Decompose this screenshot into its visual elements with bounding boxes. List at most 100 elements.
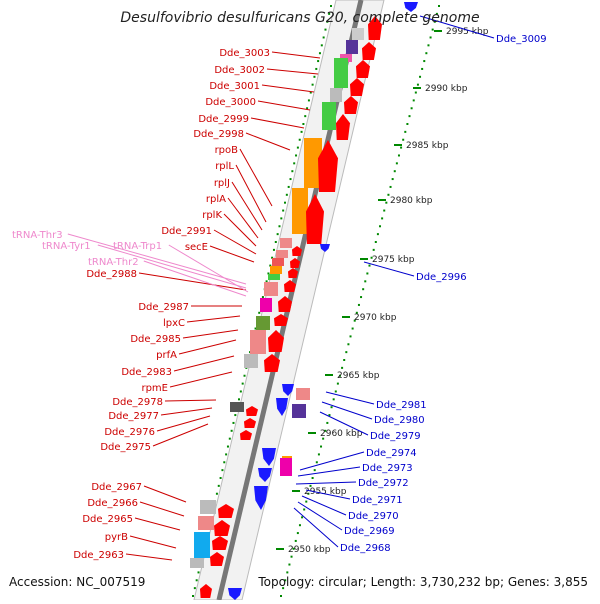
inner-dotted-ring bbox=[223, 461, 226, 464]
outer-dotted-ring bbox=[313, 469, 316, 472]
trna-gene-label: tRNA-Trp1 bbox=[113, 241, 162, 252]
outer-dotted-ring bbox=[435, 12, 438, 15]
inner-dotted-ring bbox=[300, 130, 303, 133]
inner-dotted-ring bbox=[215, 492, 218, 495]
ruler-label: 2965 kbp bbox=[337, 371, 380, 381]
forward-arrow bbox=[306, 194, 324, 244]
outer-dotted-ring bbox=[366, 272, 369, 275]
inner-dotted-ring bbox=[315, 67, 318, 70]
outer-dotted-ring bbox=[433, 20, 436, 23]
outer-dotted-ring bbox=[406, 123, 409, 125]
inner-dotted-ring bbox=[193, 587, 196, 590]
outer-dotted-ring bbox=[309, 484, 312, 487]
gene-box bbox=[260, 298, 272, 312]
trna-gene-leader bbox=[67, 233, 247, 285]
reverse-gene-leader bbox=[363, 261, 415, 277]
forward-gene-label: Dde_2983 bbox=[121, 367, 172, 378]
inner-dotted-ring bbox=[219, 477, 222, 479]
outer-dotted-ring bbox=[349, 335, 352, 338]
ruler-label: 2980 kbp bbox=[390, 196, 433, 206]
gene-box bbox=[272, 258, 284, 266]
outer-dotted-ring bbox=[338, 374, 341, 377]
forward-gene-label: Dde_2991 bbox=[161, 226, 212, 237]
inner-dotted-ring bbox=[278, 225, 281, 228]
forward-gene-leader bbox=[129, 535, 177, 549]
inner-dotted-ring bbox=[298, 138, 301, 141]
reverse-gene-leader bbox=[305, 489, 351, 500]
reverse-gene-label: Dde_2972 bbox=[358, 478, 409, 489]
inner-dotted-ring bbox=[234, 414, 237, 417]
forward-gene-label: Dde_2999 bbox=[198, 114, 249, 125]
outer-dotted-ring bbox=[320, 445, 323, 448]
ruler-label: 2985 kbp bbox=[406, 141, 449, 151]
outer-dotted-ring bbox=[322, 437, 325, 440]
inner-dotted-ring bbox=[269, 264, 272, 267]
trna-gene-label: tRNA-Thr3 bbox=[12, 230, 63, 241]
inner-dotted-ring bbox=[313, 75, 316, 78]
forward-gene-leader bbox=[134, 517, 181, 531]
forward-gene-leader bbox=[209, 245, 255, 263]
inner-dotted-ring bbox=[289, 178, 292, 181]
forward-gene-leader bbox=[257, 100, 311, 111]
reverse-gene-label: Dde_2973 bbox=[362, 463, 413, 474]
outer-dotted-ring bbox=[332, 398, 335, 401]
forward-gene-leader bbox=[239, 148, 273, 207]
inner-dotted-ring bbox=[311, 83, 314, 86]
forward-gene-label: Dde_2998 bbox=[193, 129, 244, 140]
outer-dotted-ring bbox=[290, 555, 293, 558]
forward-gene-leader bbox=[173, 355, 235, 372]
outer-dotted-ring bbox=[362, 288, 365, 291]
map-title: Desulfovibrio desulfuricans G20, complet… bbox=[120, 10, 480, 26]
forward-gene-leader bbox=[266, 68, 319, 75]
reverse-arrow bbox=[320, 244, 330, 252]
gene-box bbox=[352, 28, 364, 40]
gene-box bbox=[244, 354, 258, 368]
inner-dotted-ring bbox=[217, 484, 220, 487]
gene-box bbox=[276, 250, 288, 258]
outer-dotted-ring bbox=[381, 217, 384, 220]
outer-dotted-ring bbox=[397, 154, 400, 157]
outer-dotted-ring bbox=[341, 366, 344, 369]
outer-dotted-ring bbox=[284, 579, 287, 582]
inner-dotted-ring bbox=[265, 280, 268, 283]
reverse-gene-leader bbox=[301, 495, 347, 516]
forward-gene-label: Dde_2967 bbox=[91, 482, 142, 493]
forward-arrow bbox=[240, 430, 252, 440]
outer-dotted-ring bbox=[410, 107, 413, 110]
inner-dotted-ring bbox=[238, 398, 240, 401]
inner-dotted-ring bbox=[317, 60, 320, 63]
forward-gene-label: Dde_2965 bbox=[82, 514, 133, 525]
reverse-gene-label: Dde_2974 bbox=[366, 448, 417, 459]
inner-dotted-ring bbox=[243, 374, 246, 377]
inner-dotted-ring bbox=[274, 241, 277, 243]
forward-gene-leader bbox=[213, 229, 257, 255]
gene-box bbox=[198, 516, 214, 530]
forward-arrow bbox=[292, 246, 302, 256]
forward-gene-leader bbox=[271, 51, 321, 59]
reverse-arrow bbox=[228, 588, 242, 600]
forward-gene-label: Dde_2963 bbox=[73, 550, 124, 561]
inner-dotted-ring bbox=[225, 453, 228, 456]
outer-dotted-ring bbox=[374, 241, 377, 243]
trna-gene-label: tRNA-Thr2 bbox=[88, 257, 139, 268]
outer-dotted-ring bbox=[282, 587, 285, 590]
forward-arrow bbox=[288, 268, 298, 278]
trna-gene-leader bbox=[143, 260, 247, 297]
inner-dotted-ring bbox=[293, 162, 296, 165]
trna-gene-label: tRNA-Tyr1 bbox=[42, 241, 91, 252]
inner-dotted-ring bbox=[322, 36, 325, 39]
forward-arrow bbox=[336, 114, 350, 140]
reverse-arrow bbox=[262, 448, 276, 466]
reverse-gene-label: Dde_2980 bbox=[374, 415, 425, 426]
inner-dotted-ring bbox=[304, 115, 307, 118]
gene-box bbox=[250, 330, 266, 354]
forward-gene-leader bbox=[231, 181, 263, 231]
forward-arrow bbox=[244, 418, 256, 428]
forward-gene-label: Dde_2976 bbox=[104, 427, 155, 438]
inner-dotted-ring bbox=[276, 233, 279, 236]
forward-arrow bbox=[290, 258, 300, 268]
forward-gene-label: rplA bbox=[206, 194, 226, 205]
inner-dotted-ring bbox=[296, 146, 299, 149]
